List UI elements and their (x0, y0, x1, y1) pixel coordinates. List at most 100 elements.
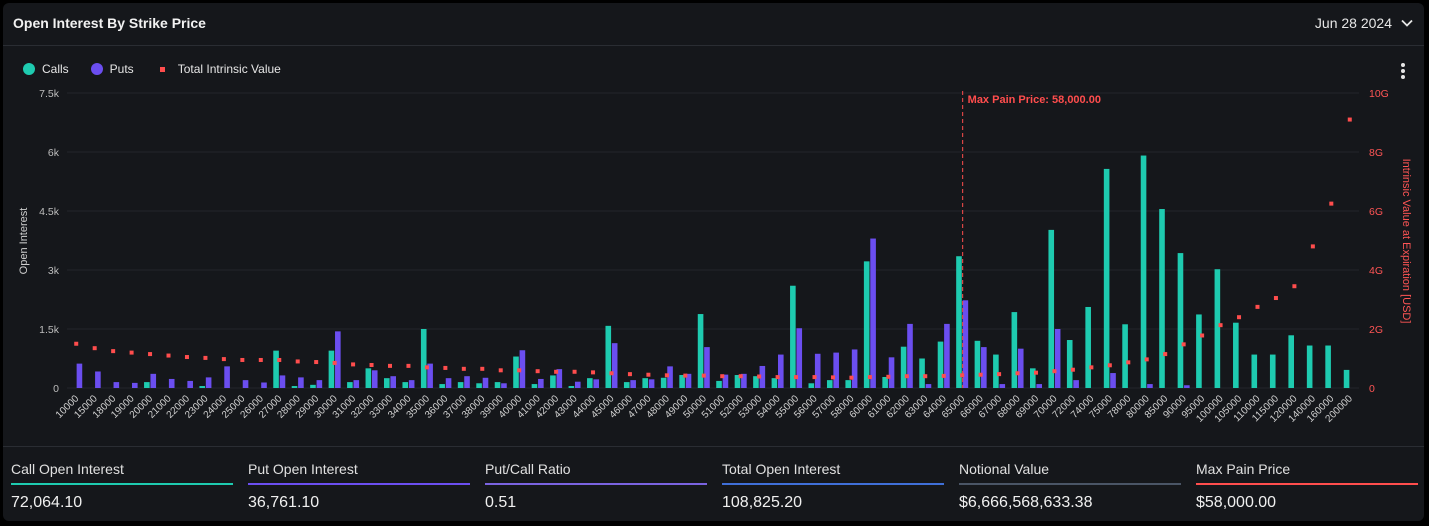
intrinsic-value-point (904, 374, 909, 379)
intrinsic-value-point (775, 375, 780, 380)
intrinsic-value-point (166, 353, 171, 358)
puts-bar (556, 369, 563, 388)
puts-bar (851, 349, 858, 388)
calls-bar (291, 386, 298, 388)
puts-bar (1036, 384, 1042, 388)
calls-bar (328, 350, 335, 388)
puts-bar (704, 347, 710, 388)
stat-label: Notional Value (959, 461, 1050, 477)
puts-bar (501, 383, 507, 388)
puts-bar (1147, 384, 1153, 388)
puts-bar (630, 380, 636, 388)
intrinsic-value-point (664, 373, 669, 378)
intrinsic-value-point (1034, 370, 1038, 375)
more-options-icon[interactable] (1398, 61, 1408, 81)
puts-bar (759, 365, 766, 388)
intrinsic-value-point (886, 374, 891, 379)
stat-label: Put Open Interest (248, 461, 358, 477)
calls-bar (420, 329, 427, 388)
intrinsic-value-point (240, 357, 245, 362)
expiry-date-value: Jun 28 2024 (1314, 15, 1392, 31)
intrinsic-value-point (627, 372, 632, 377)
legend-label-intrinsic: Total Intrinsic Value (177, 62, 281, 76)
calls-bar (697, 314, 704, 388)
y2-tick-label: 4G (1369, 265, 1383, 277)
puts-bar (888, 357, 895, 388)
puts-bar (242, 380, 249, 388)
puts-bar (593, 379, 600, 388)
stat-put-open-interest: Put Open Interest 36,761.10 (248, 447, 470, 521)
intrinsic-value-point (960, 373, 965, 378)
intrinsic-value-point (424, 365, 429, 370)
intrinsic-value-point (1070, 367, 1075, 372)
puts-bar (279, 375, 286, 388)
chart-legend: Calls Puts Total Intrinsic Value (23, 62, 303, 76)
intrinsic-value-point (1126, 360, 1131, 365)
calls-bar (1233, 322, 1239, 388)
calls-bar (1177, 253, 1184, 388)
calls-bar (900, 346, 907, 388)
calls-bar (808, 383, 815, 388)
intrinsic-value-point (1255, 304, 1260, 309)
intrinsic-value-point (535, 369, 540, 374)
stat-value: 0.51 (485, 494, 517, 511)
puts-bar (132, 382, 138, 388)
calls-bar (347, 382, 353, 388)
calls-bar (863, 261, 870, 388)
calls-bar (513, 356, 519, 388)
y-tick-label: 7.5k (39, 88, 60, 100)
stat-value: $58,000.00 (1196, 494, 1277, 511)
calls-bar (365, 368, 372, 388)
y-tick-label: 1.5k (39, 324, 60, 336)
stat-value: $6,666,568,633.38 (959, 494, 1093, 511)
calls-bar (882, 376, 888, 388)
intrinsic-value-point (572, 369, 577, 374)
puts-bar (445, 378, 452, 388)
puts-bar (371, 370, 378, 388)
intrinsic-value-point (184, 355, 189, 360)
legend-item-puts[interactable]: Puts (90, 62, 134, 76)
calls-bar (531, 384, 538, 388)
intrinsic-value-point (720, 374, 725, 379)
legend-label-puts: Puts (109, 62, 134, 76)
stat-notional-value: Notional Value $6,666,568,633.38 (959, 447, 1181, 521)
legend-item-calls[interactable]: Calls (23, 62, 69, 76)
calls-bar (716, 380, 722, 388)
stat-label: Put/Call Ratio (485, 461, 571, 477)
expiry-date-select[interactable]: Jun 28 2024 (1315, 15, 1414, 31)
calls-bar (550, 375, 556, 388)
stat-max-pain-price: Max Pain Price $58,000.00 (1196, 447, 1418, 521)
puts-bar (95, 371, 101, 388)
intrinsic-value-point (1052, 369, 1057, 374)
puts-bar (261, 382, 267, 388)
calls-bar (1269, 354, 1276, 388)
stat-underline (11, 483, 233, 485)
calls-bar (956, 256, 962, 388)
max-pain-label: Max Pain Price: 58,000.00 (968, 94, 1101, 106)
puts-bar (519, 350, 526, 388)
calls-bar (1048, 229, 1055, 388)
stat-label: Call Open Interest (11, 461, 124, 477)
puts-bar (316, 380, 323, 388)
calls-bar (494, 382, 501, 388)
puts-bar (667, 366, 673, 388)
stat-call-open-interest: Call Open Interest 72,064.10 (11, 447, 233, 521)
calls-bar (1011, 312, 1018, 388)
puts-bar (962, 300, 969, 388)
intrinsic-value-point (517, 368, 522, 373)
intrinsic-value-point (701, 373, 706, 378)
intrinsic-value-point (443, 365, 448, 370)
puts-bar (298, 377, 304, 388)
intrinsic-value-point (978, 372, 983, 377)
calls-bar (1159, 209, 1165, 388)
intrinsic-value-point (794, 375, 799, 380)
open-interest-chart: 0 1.5k 3k 4.5k 6k 7.5k 0 2G 4G 6G 8G 10G Open Intere… (18, 88, 1412, 425)
puts-bar (408, 380, 415, 388)
intrinsic-value-point (277, 357, 282, 362)
intrinsic-value-point (997, 372, 1002, 377)
legend-item-intrinsic[interactable]: Total Intrinsic Value (156, 62, 281, 76)
y2-tick-label: 2G (1369, 324, 1383, 336)
y-axis-title: Open Interest (18, 208, 30, 275)
calls-bar (1085, 306, 1091, 388)
chart-panel: Open Interest By Strike Price Jun 28 202… (3, 3, 1424, 521)
